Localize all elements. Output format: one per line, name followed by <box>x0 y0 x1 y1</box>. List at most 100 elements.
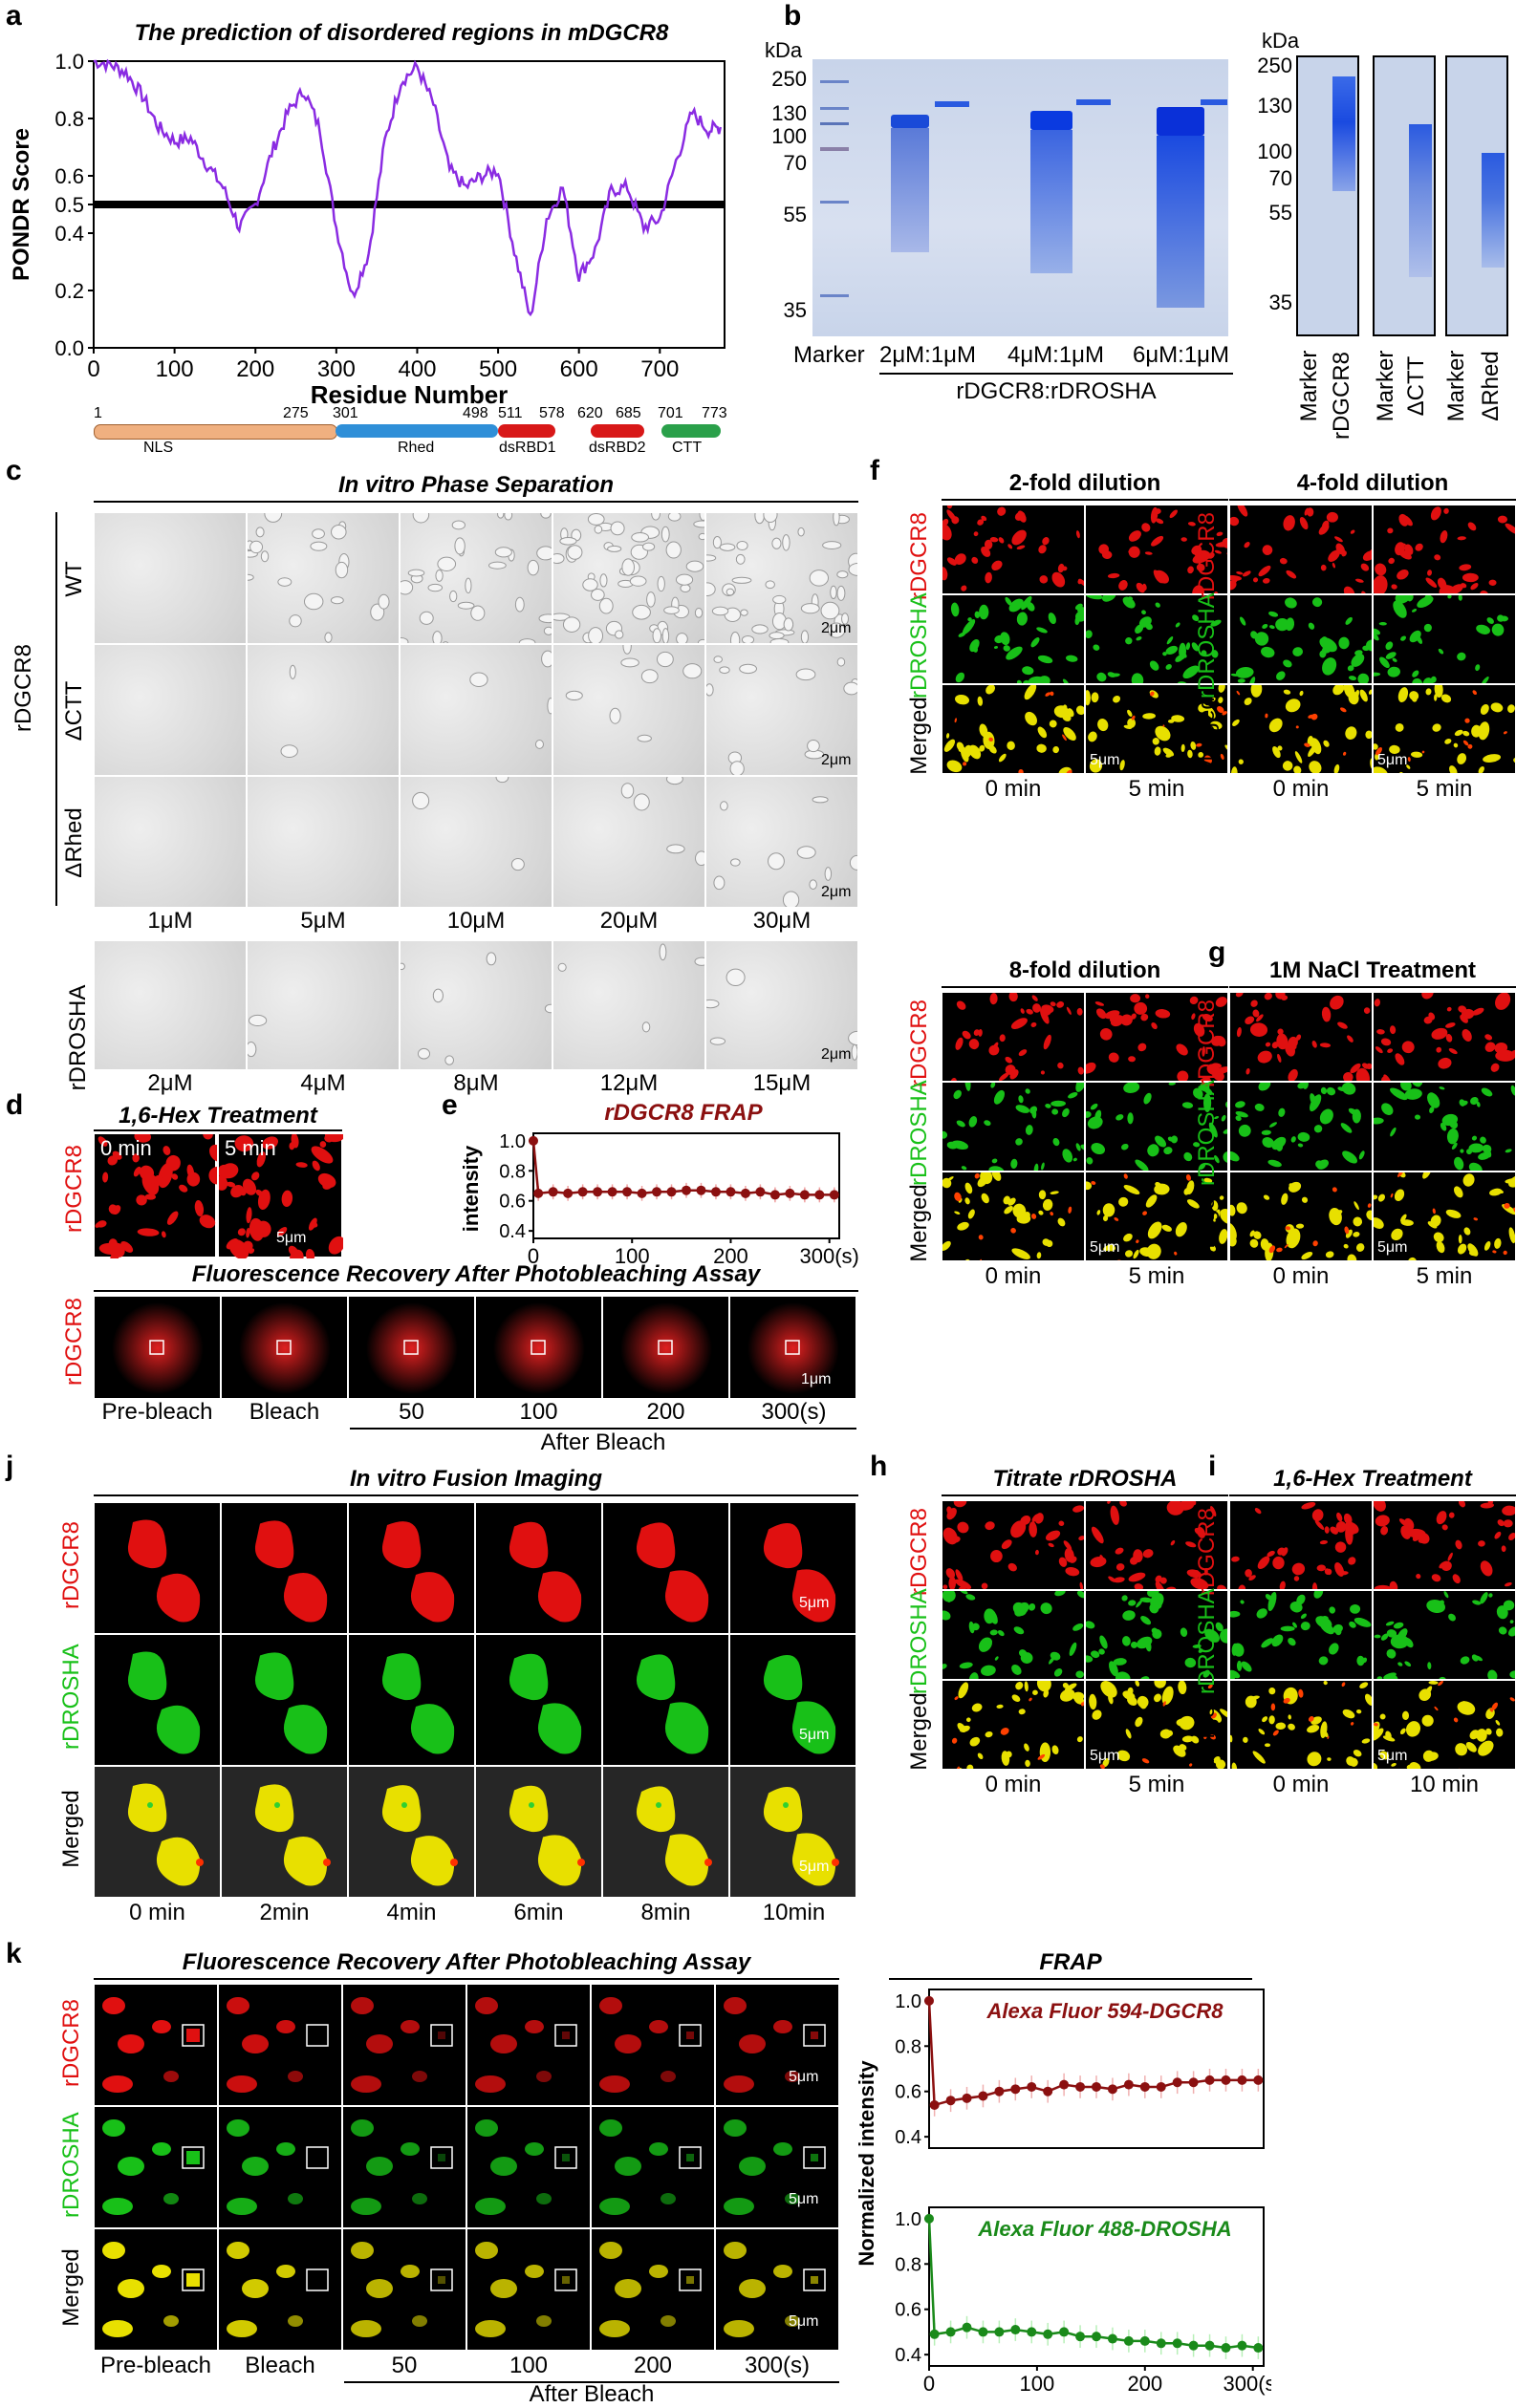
condensate <box>1429 1106 1435 1113</box>
condensate <box>1119 760 1125 771</box>
k-bleach-roi <box>430 2146 453 2169</box>
condensate <box>1253 1231 1262 1239</box>
fusion-grid: rDGCR8 5μm rDROSHA 5μm Merged 5μm <box>58 1502 858 1898</box>
droplet <box>657 575 665 592</box>
condensate <box>1279 1580 1286 1589</box>
k-row-label: Merged <box>58 2248 84 2327</box>
dsrbd2-domain <box>591 424 644 438</box>
fluo-block-rule <box>942 499 1228 501</box>
condensate <box>1319 1621 1334 1635</box>
frap-ytick: 0.6 <box>499 1192 526 1213</box>
domain-pos-498: 498 <box>463 405 488 421</box>
droplet-b <box>283 1836 328 1886</box>
condensate <box>1249 1230 1255 1237</box>
condensate <box>1182 665 1200 679</box>
condensate <box>1248 677 1256 683</box>
conc-8um: 8μM <box>453 1070 499 1096</box>
domain-pos-685: 685 <box>616 405 641 421</box>
droplet-a <box>636 1522 676 1569</box>
condensate <box>1008 598 1024 613</box>
panel-c-rule <box>94 501 858 503</box>
condensate <box>1281 1547 1289 1557</box>
condensate <box>1128 1056 1136 1063</box>
condensate <box>1037 726 1048 739</box>
droplet <box>621 558 635 576</box>
condensate <box>989 1629 998 1636</box>
condensate <box>1128 1600 1137 1606</box>
condensate <box>1390 1127 1397 1137</box>
condensate <box>1204 1567 1208 1576</box>
condensate <box>1414 1114 1421 1120</box>
condensate <box>97 1136 108 1147</box>
frap-point <box>1156 2338 1166 2349</box>
condensate <box>1350 1603 1361 1614</box>
condensate <box>964 1197 970 1205</box>
frap-point <box>814 1190 825 1200</box>
condensate <box>166 1211 179 1225</box>
condensate <box>1406 595 1414 602</box>
condensate <box>1137 1043 1147 1052</box>
condensate <box>1243 1736 1248 1743</box>
condensate <box>1508 1533 1515 1540</box>
condensate <box>1347 1035 1354 1043</box>
condensate <box>1453 742 1459 748</box>
condensate <box>1230 1204 1236 1216</box>
condensate <box>997 506 1007 516</box>
condensate <box>1483 754 1502 763</box>
droplet <box>719 543 736 551</box>
phase-cell <box>400 776 552 908</box>
condensate <box>1175 622 1180 628</box>
condensate <box>194 1199 205 1216</box>
condensate <box>1096 1210 1101 1215</box>
droplet <box>848 1030 857 1046</box>
condensate <box>1449 1120 1459 1129</box>
condensate <box>1152 738 1159 745</box>
droplet <box>641 1021 651 1033</box>
condensate <box>1029 1106 1038 1114</box>
droplet <box>848 562 857 576</box>
condensate <box>1425 577 1438 588</box>
condensate <box>1028 1603 1036 1611</box>
dsrbd1-label: dsRBD1 <box>499 440 556 456</box>
condensate <box>1380 1526 1389 1536</box>
frap-xtick: 300(s) <box>1224 2372 1271 2396</box>
condensate <box>1368 689 1372 695</box>
droplet <box>763 513 778 523</box>
condensate <box>1058 1557 1068 1567</box>
fluo-cell <box>1229 684 1373 774</box>
condensate <box>1063 726 1076 742</box>
lane-2um: 2μM:1μM <box>879 342 977 368</box>
condensate <box>985 571 992 584</box>
fluo-scale: 5μm <box>1090 1239 1120 1256</box>
condensate <box>1254 632 1269 646</box>
condensate <box>1354 1201 1359 1211</box>
d-lbl-pre: Pre-bleach <box>101 1399 213 1425</box>
droplet <box>729 761 745 775</box>
droplet <box>656 651 674 668</box>
condensate <box>1374 1584 1393 1589</box>
condensate <box>942 1130 948 1139</box>
condensate <box>1187 566 1194 574</box>
droplet-b <box>664 1834 709 1886</box>
condensate <box>1245 1016 1255 1025</box>
frap-chart-e: rDGCR8 FRAP intensity 0.40.60.81.00 100 20… <box>459 1100 859 1268</box>
condensate <box>1389 1580 1398 1589</box>
condensate <box>1076 1007 1083 1016</box>
condensate <box>1417 1083 1422 1086</box>
droplet <box>444 1055 455 1065</box>
condensate <box>1101 550 1113 559</box>
condensate <box>1399 1728 1406 1735</box>
droplet <box>675 573 694 586</box>
condensate <box>1235 1115 1242 1122</box>
condensate <box>1458 595 1462 601</box>
condensate <box>1118 1196 1129 1207</box>
condensate <box>1354 1617 1372 1627</box>
condensate <box>1445 1209 1462 1218</box>
condensate <box>1405 1721 1421 1737</box>
fluo-cell <box>1085 1500 1228 1590</box>
domain-pos-275: 275 <box>283 405 309 421</box>
d-time-0: 0 min <box>100 1136 152 1160</box>
condensate <box>1197 549 1211 560</box>
droplet <box>432 988 444 1003</box>
condensate <box>1165 645 1179 655</box>
